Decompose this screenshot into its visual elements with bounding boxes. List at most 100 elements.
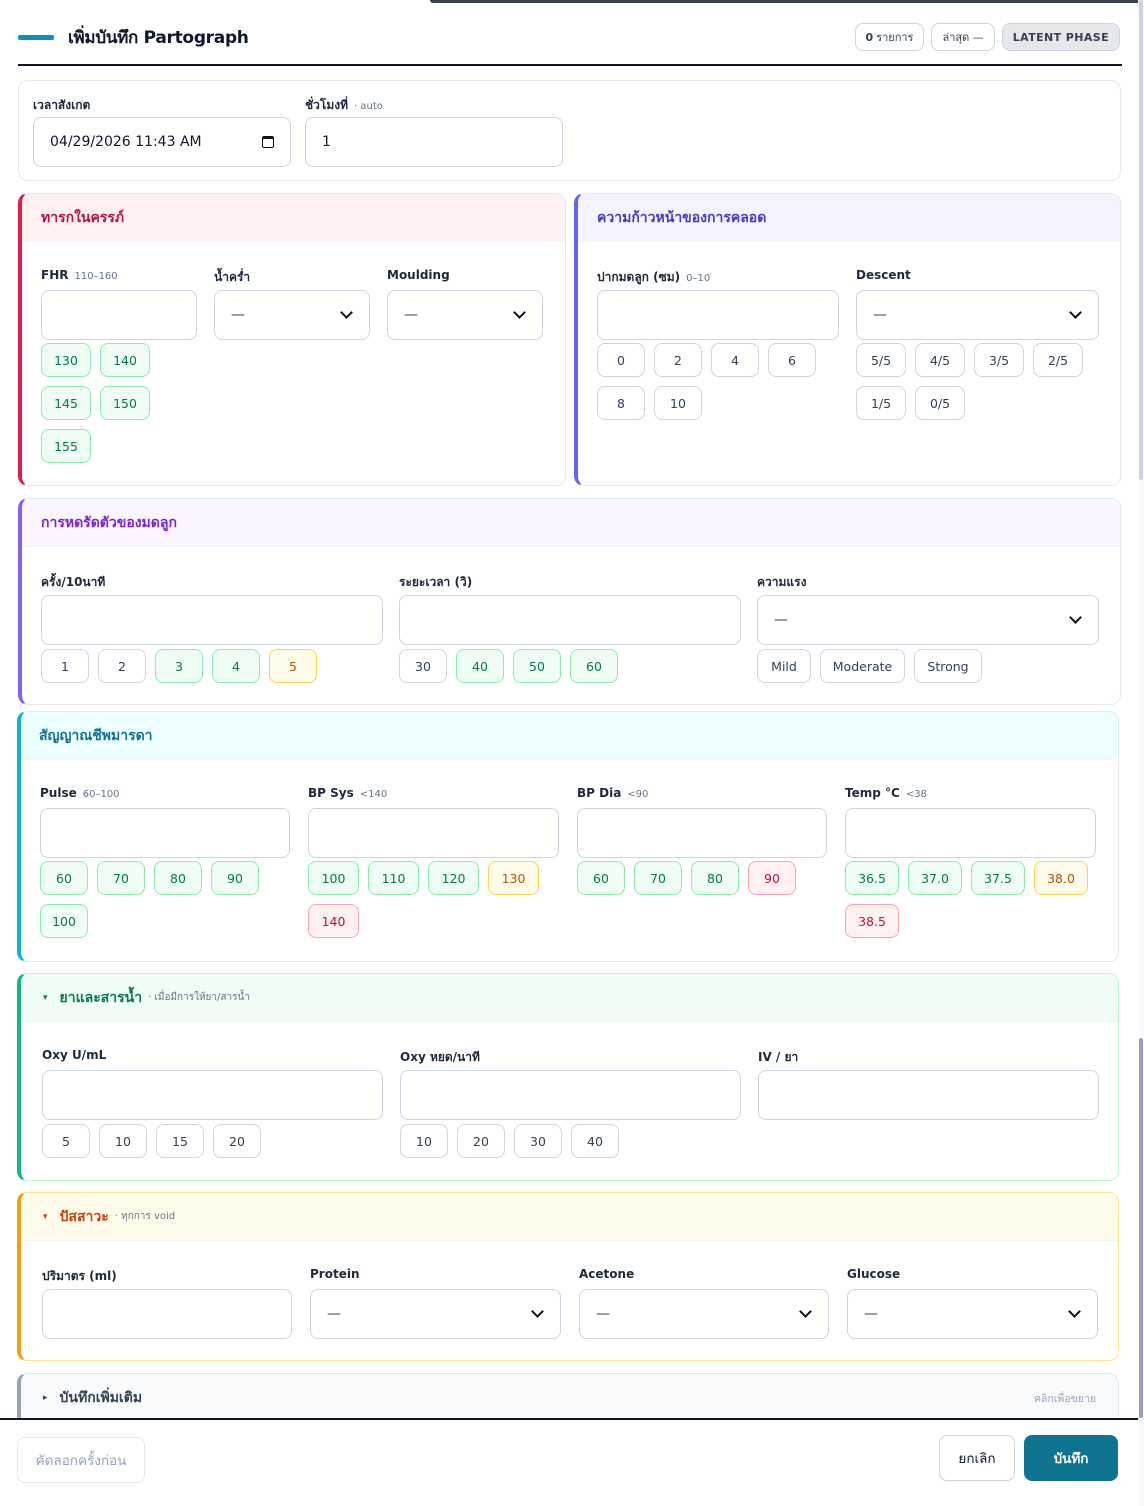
cervix-chip[interactable]: 6 xyxy=(768,343,816,377)
fhr-chip[interactable]: 150 xyxy=(100,386,150,420)
temp-chip[interactable]: 37.5 xyxy=(971,861,1025,895)
duration-chip[interactable]: 30 xyxy=(399,649,447,683)
drop-chip[interactable]: 20 xyxy=(457,1124,505,1158)
temp-input[interactable] xyxy=(845,808,1096,858)
descent-chip[interactable]: 1/5 xyxy=(856,386,906,420)
notes-header[interactable]: ▸ บันทึกเพิ่มเติม คลิกเพื่อขยาย xyxy=(21,1374,1118,1422)
pulse-chip[interactable]: 100 xyxy=(40,904,88,938)
bp-sys-chip[interactable]: 130 xyxy=(488,861,539,895)
freq-chip[interactable]: 5 xyxy=(269,649,317,683)
acetone-select[interactable]: — xyxy=(579,1289,829,1339)
descent-select[interactable]: — xyxy=(856,290,1099,340)
cervix-label: ปากมดลูก (ซม) 0–10 xyxy=(597,270,711,284)
freq-chip[interactable]: 1 xyxy=(41,649,89,683)
bp-sys-chip[interactable]: 120 xyxy=(428,861,479,895)
latest-badge: ล่าสุด — xyxy=(931,23,995,51)
strength-chip[interactable]: Moderate xyxy=(820,649,905,683)
notes-title: บันทึกเพิ่มเติม xyxy=(59,1390,143,1406)
bp-sys-chip[interactable]: 140 xyxy=(308,904,359,938)
descent-chip[interactable]: 0/5 xyxy=(915,386,965,420)
bp-dia-label: BP Dia <90 xyxy=(577,786,649,800)
cervix-chip[interactable]: 10 xyxy=(654,386,702,420)
temp-chip[interactable]: 36.5 xyxy=(845,861,899,895)
pulse-chip[interactable]: 70 xyxy=(97,861,145,895)
bp-dia-chip[interactable]: 60 xyxy=(577,861,625,895)
bp-sys-chip[interactable]: 110 xyxy=(368,861,419,895)
iv-input[interactable] xyxy=(758,1070,1099,1120)
record-count-badge: 0 รายการ xyxy=(854,23,925,51)
scrollbar-thumb[interactable] xyxy=(1139,0,1143,480)
bp-dia-input[interactable] xyxy=(577,808,827,858)
descent-chip[interactable]: 2/5 xyxy=(1033,343,1083,377)
drugs-header[interactable]: ▾ ยาและสารน้ำ · เมื่อมีการให้ยา/สารน้ำ xyxy=(21,974,1118,1022)
freq-chip[interactable]: 4 xyxy=(212,649,260,683)
drop-chip[interactable]: 30 xyxy=(514,1124,562,1158)
freq-input[interactable] xyxy=(41,595,383,645)
fhr-chip[interactable]: 140 xyxy=(100,343,150,377)
cervix-chip[interactable]: 2 xyxy=(654,343,702,377)
calendar-icon[interactable] xyxy=(262,136,274,148)
duration-input[interactable] xyxy=(399,595,741,645)
fhr-chip[interactable]: 145 xyxy=(41,386,91,420)
strength-chip[interactable]: Strong xyxy=(914,649,982,683)
scrollbar-thumb-inner[interactable] xyxy=(1139,1038,1143,1418)
fhr-input[interactable] xyxy=(41,290,197,340)
duration-chip[interactable]: 40 xyxy=(456,649,504,683)
descent-chip[interactable]: 3/5 xyxy=(974,343,1024,377)
duration-chip[interactable]: 50 xyxy=(513,649,561,683)
glucose-select[interactable]: — xyxy=(847,1289,1098,1339)
temp-chip[interactable]: 38.5 xyxy=(845,904,899,938)
oxy-chip[interactable]: 15 xyxy=(156,1124,204,1158)
strength-chip[interactable]: Mild xyxy=(757,649,811,683)
pulse-chip[interactable]: 80 xyxy=(154,861,202,895)
pulse-chip[interactable]: 60 xyxy=(40,861,88,895)
bp-sys-chip[interactable]: 100 xyxy=(308,861,359,895)
amniotic-select[interactable]: — xyxy=(214,290,370,340)
drop-chip[interactable]: 10 xyxy=(400,1124,448,1158)
urine-title: ปัสสาวะ xyxy=(59,1208,109,1225)
bp-dia-chip[interactable]: 80 xyxy=(691,861,739,895)
bp-dia-chip[interactable]: 90 xyxy=(748,861,796,895)
scrollbar-track[interactable] xyxy=(1138,0,1144,1506)
bp-dia-chip[interactable]: 70 xyxy=(634,861,682,895)
moulding-label: Moulding xyxy=(387,268,450,282)
moulding-select[interactable]: — xyxy=(387,290,543,340)
bp-sys-input[interactable] xyxy=(308,808,559,858)
save-button[interactable]: บันทึก xyxy=(1024,1435,1118,1481)
observe-time-input[interactable]: 04/29/2026 11:43 AM xyxy=(33,117,291,167)
freq-chip[interactable]: 2 xyxy=(98,649,146,683)
temp-chip[interactable]: 38.0 xyxy=(1034,861,1088,895)
fhr-chip[interactable]: 130 xyxy=(41,343,91,377)
descent-chip[interactable]: 5/5 xyxy=(856,343,906,377)
contraction-card: การหดรัดตัวของมดลูก ครั้ง/10นาที 1 2 3 4… xyxy=(18,498,1121,705)
drop-chip[interactable]: 40 xyxy=(571,1124,619,1158)
oxy-chip[interactable]: 10 xyxy=(99,1124,147,1158)
oxy-input[interactable] xyxy=(42,1070,383,1120)
cancel-button[interactable]: ยกเลิก xyxy=(939,1435,1015,1481)
freq-chip[interactable]: 3 xyxy=(155,649,203,683)
pulse-chip[interactable]: 90 xyxy=(211,861,259,895)
copy-previous-button[interactable]: คัดลอกครั้งก่อน xyxy=(17,1437,145,1483)
fhr-chip[interactable]: 155 xyxy=(41,429,91,463)
pulse-input[interactable] xyxy=(40,808,290,858)
bp-dia-chips: 60 70 80 90 xyxy=(577,861,827,895)
oxy-chip[interactable]: 5 xyxy=(42,1124,90,1158)
oxy-chip[interactable]: 20 xyxy=(213,1124,261,1158)
urine-header[interactable]: ▾ ปัสสาวะ · ทุกการ void xyxy=(21,1193,1118,1241)
hour-input[interactable]: 1 xyxy=(305,117,563,167)
form-header: เพิ่มบันทึก Partograph 0 รายการ ล่าสุด — … xyxy=(18,10,1122,66)
strength-select[interactable]: — xyxy=(757,595,1099,645)
protein-select[interactable]: — xyxy=(310,1289,561,1339)
cervix-chip[interactable]: 0 xyxy=(597,343,645,377)
drop-input[interactable] xyxy=(400,1070,741,1120)
iv-label: IV / ยา xyxy=(758,1050,799,1064)
descent-chip[interactable]: 4/5 xyxy=(915,343,965,377)
duration-chip[interactable]: 60 xyxy=(570,649,618,683)
cervix-chip[interactable]: 8 xyxy=(597,386,645,420)
vitals-card: สัญญาณชีพมารดา Pulse 60–100 60 70 80 90 1… xyxy=(17,711,1119,962)
cervix-chip[interactable]: 4 xyxy=(711,343,759,377)
volume-input[interactable] xyxy=(42,1289,292,1339)
observation-card: เวลาสังเกต 04/29/2026 11:43 AM ชั่วโมงที… xyxy=(18,80,1121,181)
temp-chip[interactable]: 37.0 xyxy=(908,861,962,895)
cervix-input[interactable] xyxy=(597,290,839,340)
